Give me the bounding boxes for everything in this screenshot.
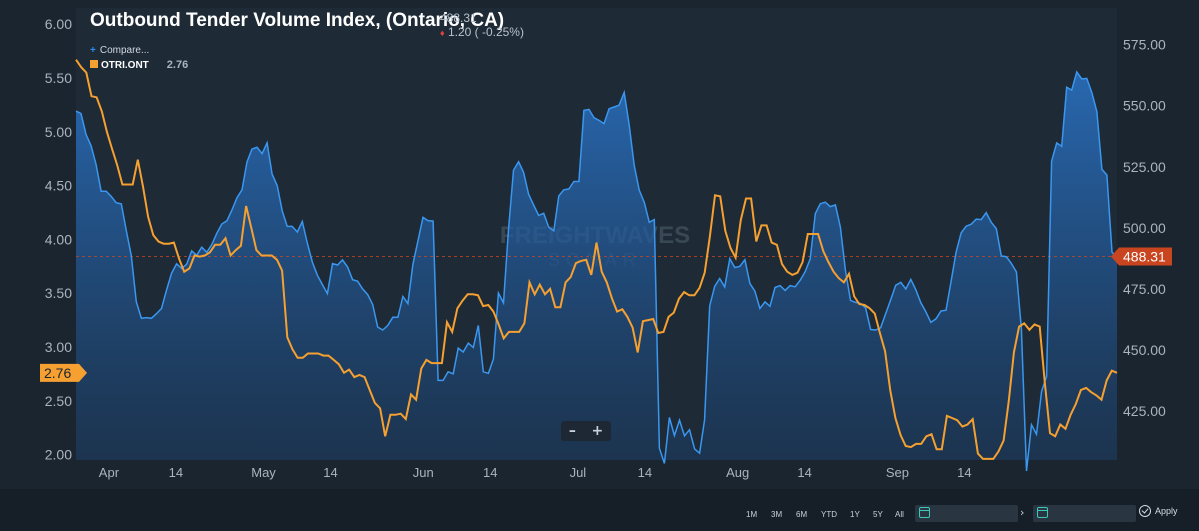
right-tick-label: 450.00 bbox=[1123, 342, 1166, 358]
right-tick-label: 425.00 bbox=[1123, 403, 1166, 419]
otvi-area bbox=[76, 72, 1117, 471]
otvi-current-value: 488.31 bbox=[1123, 248, 1166, 264]
series-swatch bbox=[90, 60, 98, 68]
right-tick-label: 475.00 bbox=[1123, 281, 1166, 297]
otri-current-badge bbox=[40, 363, 87, 382]
zoom-out-button[interactable]: – bbox=[568, 423, 576, 439]
compare-button[interactable]: + Compare... bbox=[90, 43, 188, 58]
left-axis: 6.00 5.50 5.00 4.50 4.00 3.50 3.00 2.50 2.00 bbox=[45, 16, 72, 462]
left-tick-label: 5.00 bbox=[45, 124, 72, 140]
left-tick-label: 4.50 bbox=[45, 178, 72, 194]
x-tick-label: 14 bbox=[483, 465, 497, 480]
x-tick-label: 14 bbox=[797, 465, 811, 480]
range-button-1y[interactable]: 1Y bbox=[850, 510, 860, 519]
range-button-3m[interactable]: 3M bbox=[771, 510, 783, 519]
x-tick-label: Aug bbox=[726, 465, 749, 480]
x-tick-label: 14 bbox=[957, 465, 971, 480]
right-tick-label: 575.00 bbox=[1123, 37, 1166, 53]
left-tick-label: 2.00 bbox=[45, 447, 72, 463]
apply-button[interactable]: Apply bbox=[1139, 505, 1178, 517]
price-change: ♦ 1.20 ( -0.25%) bbox=[440, 25, 524, 40]
left-tick-label: 3.50 bbox=[45, 285, 72, 301]
range-button-ytd[interactable]: YTD bbox=[821, 510, 837, 519]
right-axis: 575.00 550.00 525.00 500.00 475.00 450.00 425.… bbox=[1123, 37, 1166, 419]
calendar-icon bbox=[919, 507, 930, 518]
right-tick-label: 525.00 bbox=[1123, 159, 1166, 175]
last-value: 488.31 bbox=[440, 11, 477, 25]
end-date-input[interactable] bbox=[1033, 505, 1136, 522]
x-tick-label: 14 bbox=[323, 465, 337, 480]
range-button-1m[interactable]: 1M bbox=[746, 510, 758, 519]
otvi-series-line bbox=[75, 70, 1118, 472]
range-button-5y[interactable]: 5Y bbox=[873, 510, 883, 519]
left-tick-label: 6.00 bbox=[45, 16, 72, 32]
current-value-badges: 488.31 2.76 bbox=[40, 247, 1172, 382]
x-tick-label: Apr bbox=[99, 465, 120, 480]
range-button-all[interactable]: All bbox=[895, 510, 904, 519]
series-value: 2.76 bbox=[166, 59, 189, 71]
x-tick-label: 14 bbox=[638, 465, 652, 480]
left-tick-label: 2.50 bbox=[45, 393, 72, 409]
right-tick-label: 550.00 bbox=[1123, 98, 1166, 114]
otri-current-value: 2.76 bbox=[44, 365, 71, 381]
check-circle-icon bbox=[1139, 505, 1151, 517]
x-tick-label: Jul bbox=[570, 465, 587, 480]
left-tick-label: 5.50 bbox=[45, 70, 72, 86]
x-axis: Apr 14 May 14 Jun 14 Jul 14 Aug 14 Sep 14 bbox=[99, 465, 972, 480]
series-name: OTRI.ONT bbox=[101, 60, 149, 71]
otri-series-line bbox=[75, 59, 1118, 460]
down-indicator-icon: ♦ bbox=[440, 28, 445, 38]
compare-label: Compare... bbox=[99, 45, 150, 56]
change-value: 1.20 ( -0.25%) bbox=[447, 25, 524, 39]
price-summary: 488.31 ♦ 1.20 ( -0.25%) bbox=[440, 11, 524, 40]
x-tick-label: 14 bbox=[169, 465, 183, 480]
start-date-input[interactable] bbox=[915, 505, 1018, 522]
otvi-current-badge bbox=[1111, 247, 1172, 266]
legend: + Compare... OTRI.ONT 2.76 bbox=[90, 43, 188, 73]
x-tick-label: May bbox=[251, 465, 276, 480]
plus-icon: + bbox=[90, 45, 96, 56]
calendar-icon bbox=[1037, 507, 1048, 518]
left-tick-label: 4.00 bbox=[45, 231, 72, 247]
chart-title: Outbound Tender Volume Index, (Ontario, … bbox=[90, 10, 505, 31]
date-range-arrow-icon: › bbox=[1020, 506, 1025, 519]
legend-item-otri[interactable]: OTRI.ONT 2.76 bbox=[90, 58, 188, 73]
left-tick-label: 3.00 bbox=[45, 339, 72, 355]
x-tick-label: Sep bbox=[886, 465, 909, 480]
zoom-controls: – + bbox=[561, 421, 611, 441]
x-tick-label: Jun bbox=[413, 465, 434, 480]
range-button-6m[interactable]: 6M bbox=[796, 510, 808, 519]
right-tick-label: 500.00 bbox=[1123, 220, 1166, 236]
zoom-in-button[interactable]: + bbox=[591, 423, 604, 439]
apply-label: Apply bbox=[1155, 506, 1178, 516]
